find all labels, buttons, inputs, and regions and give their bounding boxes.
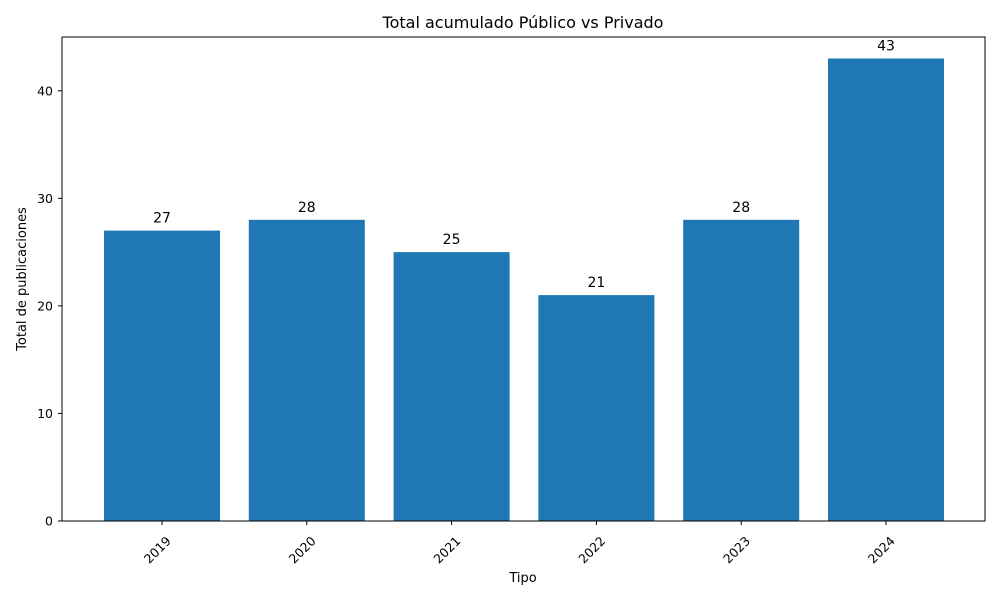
x-tick-label: 2024: [865, 533, 898, 566]
x-tick-label: 2023: [720, 533, 753, 566]
data-label-2019: 27: [153, 211, 171, 227]
x-tick-label: 2019: [141, 533, 174, 566]
y-tick-label: 20: [37, 298, 53, 313]
bar-2021: [393, 252, 510, 521]
x-tick-label: 2020: [286, 533, 319, 566]
data-label-2024: 43: [877, 39, 895, 55]
y-axis-ticks: 0 10 20 30 40: [37, 83, 62, 529]
y-tick-label: 40: [37, 83, 53, 98]
plot-frame: [61, 36, 986, 522]
bar-2022: [538, 295, 655, 521]
y-tick-label: 0: [45, 514, 53, 529]
data-label-2021: 25: [443, 232, 461, 248]
bar-2023: [683, 219, 800, 522]
y-tick-label: 10: [37, 406, 53, 421]
x-tick-label: 2021: [430, 533, 463, 566]
x-axis-ticks: 2019 2020 2021 2022 2023 2024: [141, 521, 898, 566]
data-label-2020: 28: [298, 200, 316, 216]
y-tick-label: 30: [37, 191, 53, 206]
y-axis-label: Total de publicaciones: [15, 207, 30, 352]
x-axis-label: Tipo: [508, 571, 536, 586]
bars-group: 27 28 25 21 28 43: [104, 39, 944, 522]
bar-2024: [828, 58, 944, 521]
bar-2020: [248, 219, 365, 522]
x-tick-label: 2022: [575, 533, 608, 566]
data-label-2022: 21: [587, 275, 605, 291]
bar-2019: [104, 230, 220, 521]
chart-title: Total acumulado Público vs Privado: [382, 13, 664, 32]
data-label-2023: 28: [732, 200, 750, 216]
